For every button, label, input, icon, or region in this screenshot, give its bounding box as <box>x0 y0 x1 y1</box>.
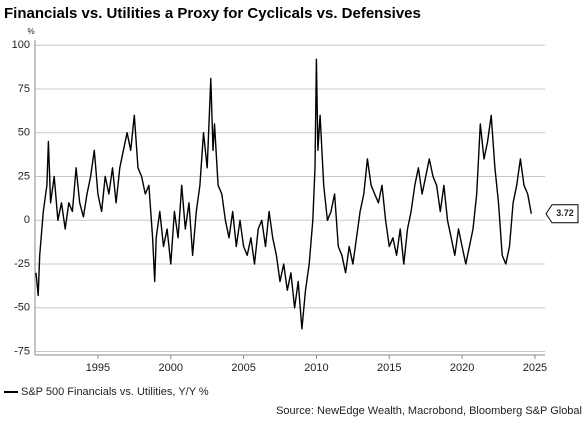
y-tick-label: -75 <box>14 345 30 357</box>
legend-label: S&P 500 Financials vs. Utilities, Y/Y % <box>21 386 209 398</box>
x-tick-label: 2020 <box>450 362 474 374</box>
y-tick-label: 100 <box>12 39 30 51</box>
x-tick-label: 2010 <box>304 362 328 374</box>
x-tick-label: 2015 <box>377 362 401 374</box>
x-tick-label: 2025 <box>523 362 547 374</box>
chart-title: Financials vs. Utilities a Proxy for Cyc… <box>4 5 421 22</box>
x-tick-label: 2000 <box>159 362 183 374</box>
series-line <box>35 58 532 330</box>
y-tick-label: 50 <box>18 127 30 139</box>
last-value-label: 3.72 <box>556 208 574 218</box>
y-tick-label: -25 <box>14 258 30 270</box>
y-tick-label: -50 <box>14 302 30 314</box>
x-tick-label: 2005 <box>231 362 255 374</box>
last-value-box <box>545 204 579 224</box>
y-tick-label: 25 <box>18 170 30 182</box>
y-tick-label: 0 <box>24 214 30 226</box>
y-tick-label: 75 <box>18 83 30 95</box>
x-tick-label: 1995 <box>86 362 110 374</box>
y-unit: % <box>27 27 34 36</box>
source: Source: NewEdge Wealth, Macrobond, Bloom… <box>276 405 582 417</box>
